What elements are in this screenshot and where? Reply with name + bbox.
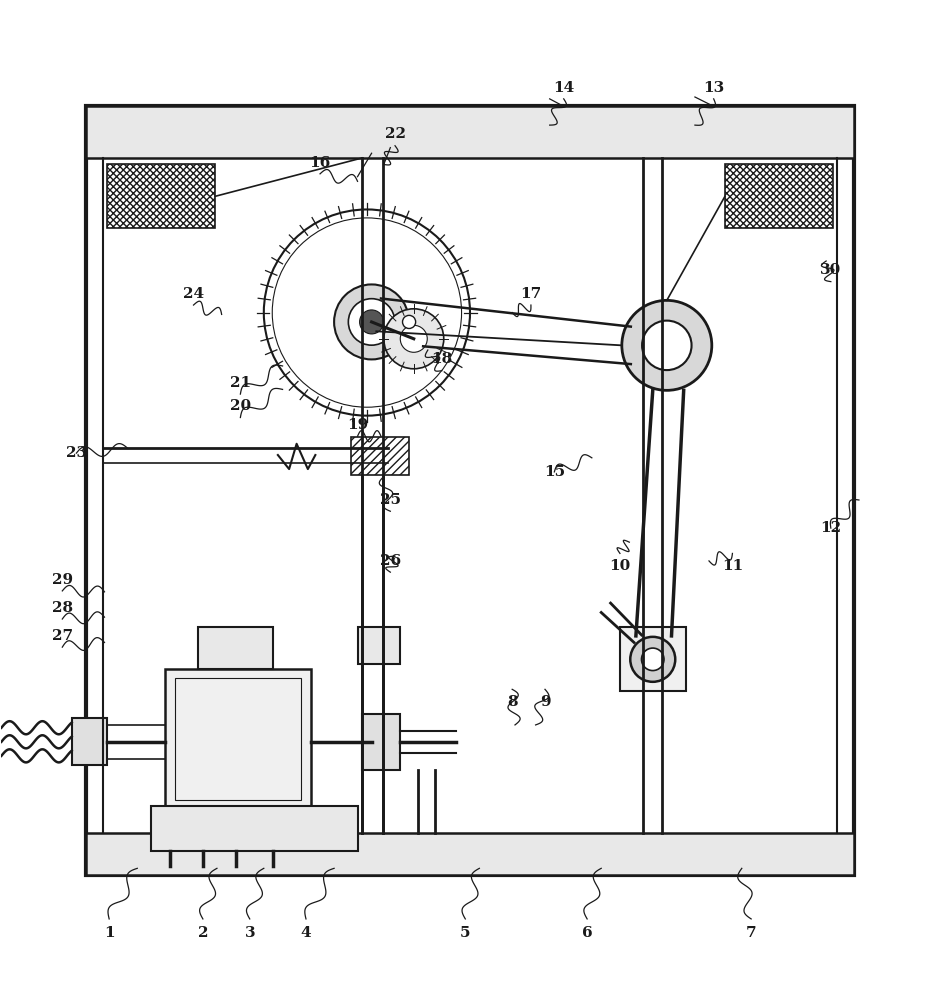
Text: 10: 10 [609,559,631,573]
Text: 28: 28 [52,601,73,615]
Text: 22: 22 [384,127,405,141]
Text: 1: 1 [103,926,115,940]
Bar [620,627,685,691]
Circle shape [630,637,675,682]
Bar [151,806,357,851]
Text: 30: 30 [821,263,841,277]
Text: 15: 15 [543,465,565,479]
Text: 4: 4 [301,926,311,940]
Text: 23: 23 [66,446,86,460]
Circle shape [360,310,384,334]
Text: 26: 26 [380,554,400,568]
Circle shape [642,321,692,370]
Bar [198,627,274,669]
Circle shape [264,209,470,416]
Text: 7: 7 [745,926,757,940]
Circle shape [400,325,428,352]
Bar [362,714,400,770]
Circle shape [622,300,712,390]
Bar [86,833,854,875]
Circle shape [402,315,415,328]
Circle shape [630,637,675,682]
Text: 6: 6 [582,926,592,940]
Text: 9: 9 [540,695,550,709]
Bar [351,437,409,475]
Circle shape [641,648,664,671]
Text: 13: 13 [703,81,725,95]
Text: 20: 20 [229,399,251,413]
Bar [357,627,400,664]
Text: 3: 3 [244,926,255,940]
Text: 5: 5 [460,926,471,940]
Text: 27: 27 [52,629,73,643]
Text: 11: 11 [722,559,743,573]
Text: 16: 16 [309,156,331,170]
Text: 12: 12 [821,521,841,535]
Text: 24: 24 [183,287,204,301]
Bar [165,669,311,809]
Text: 19: 19 [347,418,368,432]
Text: 17: 17 [521,287,541,301]
Bar [107,164,215,228]
Bar [175,678,302,800]
Circle shape [384,309,444,369]
Text: 18: 18 [431,352,452,366]
Text: 8: 8 [507,695,518,709]
Circle shape [349,299,395,345]
Bar [86,106,854,875]
Bar [86,106,854,158]
Text: 29: 29 [52,573,73,587]
Text: 25: 25 [380,493,400,507]
Bar [725,164,833,228]
Text: 2: 2 [197,926,208,940]
Text: 21: 21 [229,376,251,390]
Bar [71,718,107,765]
Text: 14: 14 [553,81,574,95]
Circle shape [334,284,409,359]
Circle shape [641,648,664,671]
